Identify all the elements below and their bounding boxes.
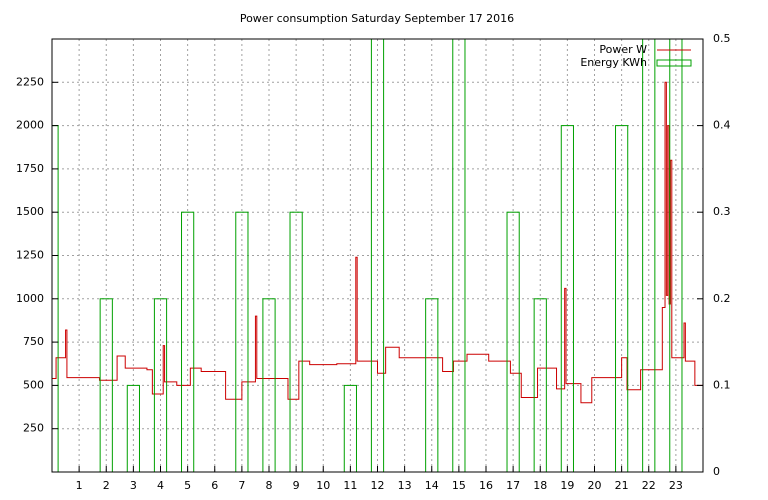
x-tick-label: 9 <box>293 479 300 492</box>
y-tick-label: 500 <box>23 378 44 391</box>
x-tick-label: 1 <box>76 479 83 492</box>
x-tick-label: 8 <box>266 479 273 492</box>
legend-label: Power W <box>599 43 647 56</box>
x-tick-label: 18 <box>533 479 547 492</box>
plot-area <box>52 39 703 472</box>
energy-box <box>289 211 303 472</box>
energy-box <box>52 125 59 472</box>
axes: 250 500 750 1000 1250 1500 1750 2000 2250 0 0.1 0.2… <box>16 32 731 492</box>
y2-tick-label: 0.5 <box>713 32 731 45</box>
y2-tick-label: 0 <box>713 465 720 478</box>
grid <box>52 39 703 472</box>
x-tick-label: 11 <box>343 479 357 492</box>
y2-tick-label: 0.4 <box>713 119 731 132</box>
x-tick-label: 6 <box>211 479 218 492</box>
energy-box <box>642 39 656 472</box>
x-tick-label: 17 <box>506 479 520 492</box>
x-tick-label: 12 <box>371 479 385 492</box>
x-tick-label: 15 <box>452 479 466 492</box>
x-tick-label: 14 <box>425 479 439 492</box>
y-tick-label: 1750 <box>16 162 44 175</box>
x-tick-label: 21 <box>615 479 629 492</box>
x-tick-label: 4 <box>157 479 164 492</box>
y2-tick-label: 0.2 <box>713 292 731 305</box>
x-tick-label: 3 <box>130 479 137 492</box>
legend-label: Energy KWh <box>580 56 647 69</box>
y-tick-label: 1250 <box>16 249 44 262</box>
x-tick-label: 5 <box>184 479 191 492</box>
x-tick-label: 10 <box>316 479 330 492</box>
y2-tick-label: 0.1 <box>713 378 731 391</box>
y-tick-label: 1000 <box>16 292 44 305</box>
y-tick-label: 2000 <box>16 119 44 132</box>
x-tick-label: 16 <box>479 479 493 492</box>
chart-title: Power consumption Saturday September 17 … <box>240 12 514 25</box>
y-tick-label: 250 <box>23 422 44 435</box>
y-tick-label: 2250 <box>16 75 44 88</box>
power-line <box>52 81 703 404</box>
x-tick-label: 20 <box>588 479 602 492</box>
x-tick-label: 7 <box>238 479 245 492</box>
x-tick-label: 19 <box>560 479 574 492</box>
x-tick-label: 2 <box>103 479 110 492</box>
x-tick-label: 23 <box>669 479 683 492</box>
legend-swatch <box>656 59 692 67</box>
y2-tick-label: 0.3 <box>713 205 731 218</box>
x-tick-label: 13 <box>398 479 412 492</box>
x-tick-label: 22 <box>642 479 656 492</box>
y-tick-label: 750 <box>23 335 44 348</box>
y-tick-label: 1500 <box>16 205 44 218</box>
